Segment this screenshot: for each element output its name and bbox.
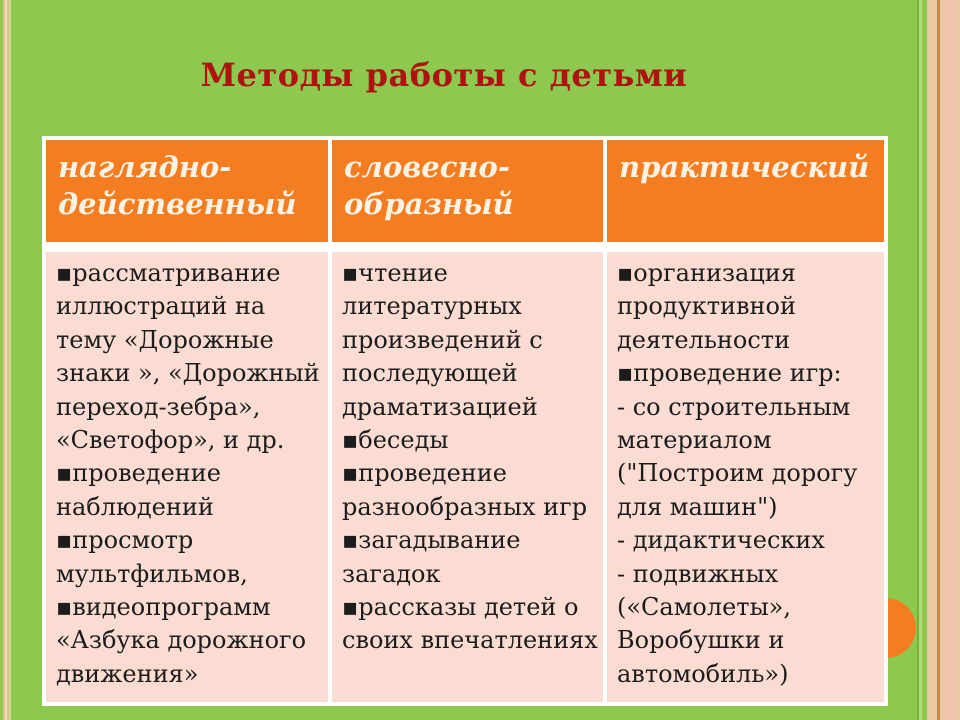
column-items-visual-action: ▪рассматривание иллюстраций на тему «Дор… — [46, 252, 328, 702]
slide-title: Методы работы с детьми — [200, 56, 688, 94]
right-border-stripes — [917, 0, 960, 720]
table-body-row: ▪рассматривание иллюстраций на тему «Дор… — [46, 252, 884, 702]
left-border-stripes — [0, 0, 12, 720]
table-header-row: наглядно- действенный словесно- образный… — [46, 140, 884, 242]
column-items-practical: ▪организация продуктивной деятельности ▪… — [607, 252, 884, 702]
methods-table: наглядно- действенный словесно- образный… — [42, 136, 888, 706]
column-header-practical: практический — [607, 140, 884, 242]
column-header-visual-action: наглядно- действенный — [46, 140, 328, 242]
column-header-verbal-figurative: словесно- образный — [332, 140, 603, 242]
column-items-verbal-figurative: ▪чтение литературных произведений с посл… — [332, 252, 603, 702]
